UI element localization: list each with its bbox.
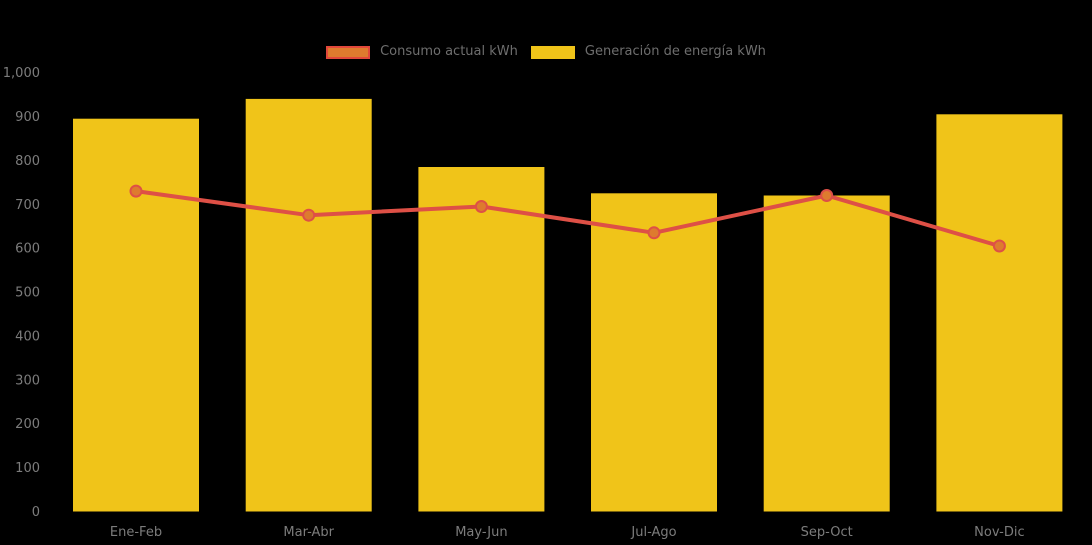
y-axis-label: 100 — [15, 461, 40, 476]
legend-label-consumo-actual: Consumo actual kWh — [380, 44, 518, 59]
x-axis-label: Nov-Dic — [974, 525, 1024, 540]
x-axis-label: Jul-Ago — [630, 525, 676, 540]
generation-bar — [591, 193, 717, 512]
generation-bar — [936, 114, 1063, 512]
y-axis-label: 1,000 — [3, 66, 40, 81]
y-axis-label: 500 — [15, 286, 40, 301]
data-point-marker — [647, 226, 661, 240]
line-series-swatch — [326, 45, 371, 59]
generation-bar — [763, 195, 890, 512]
data-point-marker — [302, 208, 316, 222]
y-axis-label: 800 — [15, 154, 40, 169]
generation-bar — [418, 167, 545, 512]
consumption-line — [134, 189, 1002, 248]
data-point-marker — [474, 200, 488, 213]
y-axis-label: 900 — [15, 110, 40, 125]
x-axis-label: Mar-Abr — [283, 525, 334, 540]
y-axis-label: 700 — [15, 198, 40, 213]
y-axis-label: 200 — [15, 417, 40, 432]
data-point-marker — [992, 239, 1006, 253]
legend-item-generacion-energia[interactable]: Generación de energía kWh — [530, 44, 766, 60]
x-axis-label: May-Jun — [455, 525, 507, 540]
y-axis-label: 600 — [15, 242, 40, 257]
generation-bar — [73, 118, 199, 512]
bar-series-swatch — [530, 45, 575, 59]
data-point-marker — [820, 189, 834, 202]
legend-item-consumo-actual[interactable]: Consumo actual kWh — [326, 44, 518, 60]
y-axis-label: 0 — [32, 505, 40, 520]
chart-legend: Consumo actual kWh Generación de energía… — [0, 44, 1092, 60]
y-axis-label: 300 — [15, 373, 40, 388]
x-axis-label: Ene-Feb — [110, 525, 162, 540]
data-point-marker — [129, 184, 143, 198]
generation-bar — [245, 98, 372, 512]
x-axis-label: Sep-Oct — [801, 525, 853, 540]
legend-label-generacion-energia: Generación de energía kWh — [584, 44, 766, 59]
y-axis-label: 400 — [15, 329, 40, 344]
